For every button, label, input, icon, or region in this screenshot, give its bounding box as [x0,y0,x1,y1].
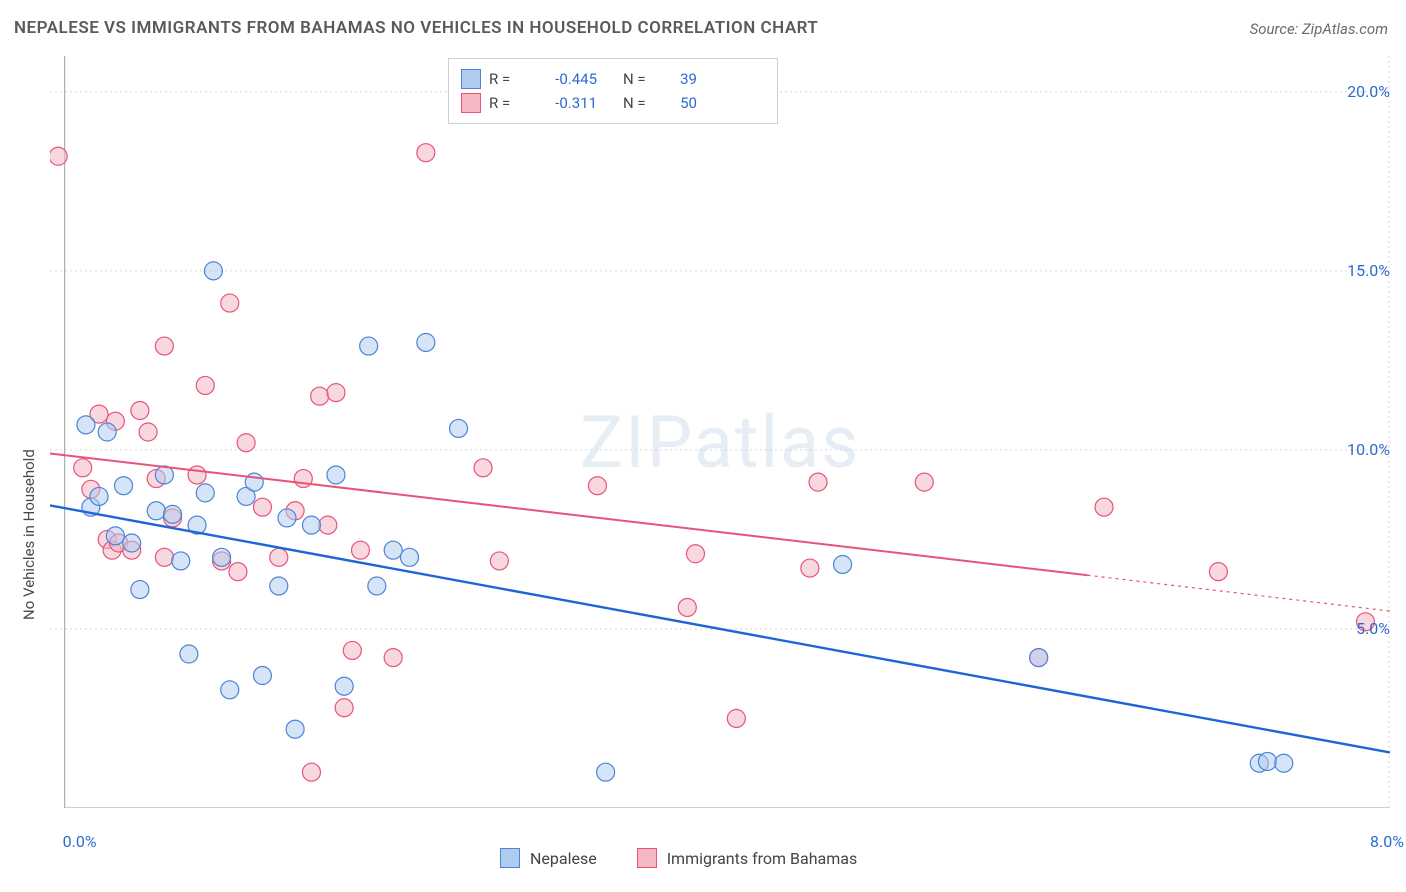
legend-swatch [461,69,481,89]
y-tick-label: 20.0% [1330,82,1390,101]
legend-row: R = -0.311 N = 50 [461,93,765,113]
r-label: R = [489,70,519,88]
x-tick-label: 0.0% [63,832,97,851]
y-axis-label: No Vehicles in Household [20,449,38,620]
legend-row: R = -0.445 N = 39 [461,69,765,89]
r-value: -0.445 [527,70,597,88]
legend-swatch [500,848,520,868]
chart-container: NEPALESE VS IMMIGRANTS FROM BAHAMAS NO V… [0,0,1406,892]
legend-item: Nepalese [500,848,597,868]
n-value: 39 [661,70,697,88]
r-value: -0.311 [527,94,597,112]
correlation-legend: R = -0.445 N = 39 R = -0.311 N = 50 [448,58,778,124]
legend-swatch [637,848,657,868]
legend-label: Immigrants from Bahamas [667,849,858,868]
series-legend: Nepalese Immigrants from Bahamas [500,848,857,868]
y-tick-label: 5.0% [1330,619,1390,638]
legend-item: Immigrants from Bahamas [637,848,858,868]
legend-swatch [461,93,481,113]
n-label: N = [623,70,653,88]
n-label: N = [623,94,653,112]
r-label: R = [489,94,519,112]
x-tick-label: 8.0% [1370,832,1404,851]
y-tick-label: 10.0% [1330,440,1390,459]
legend-label: Nepalese [530,849,597,868]
source-label: Source: ZipAtlas.com [1250,20,1388,38]
scatter-plot [50,56,1390,808]
n-value: 50 [661,94,697,112]
chart-title: NEPALESE VS IMMIGRANTS FROM BAHAMAS NO V… [14,18,818,38]
y-tick-label: 15.0% [1330,261,1390,280]
